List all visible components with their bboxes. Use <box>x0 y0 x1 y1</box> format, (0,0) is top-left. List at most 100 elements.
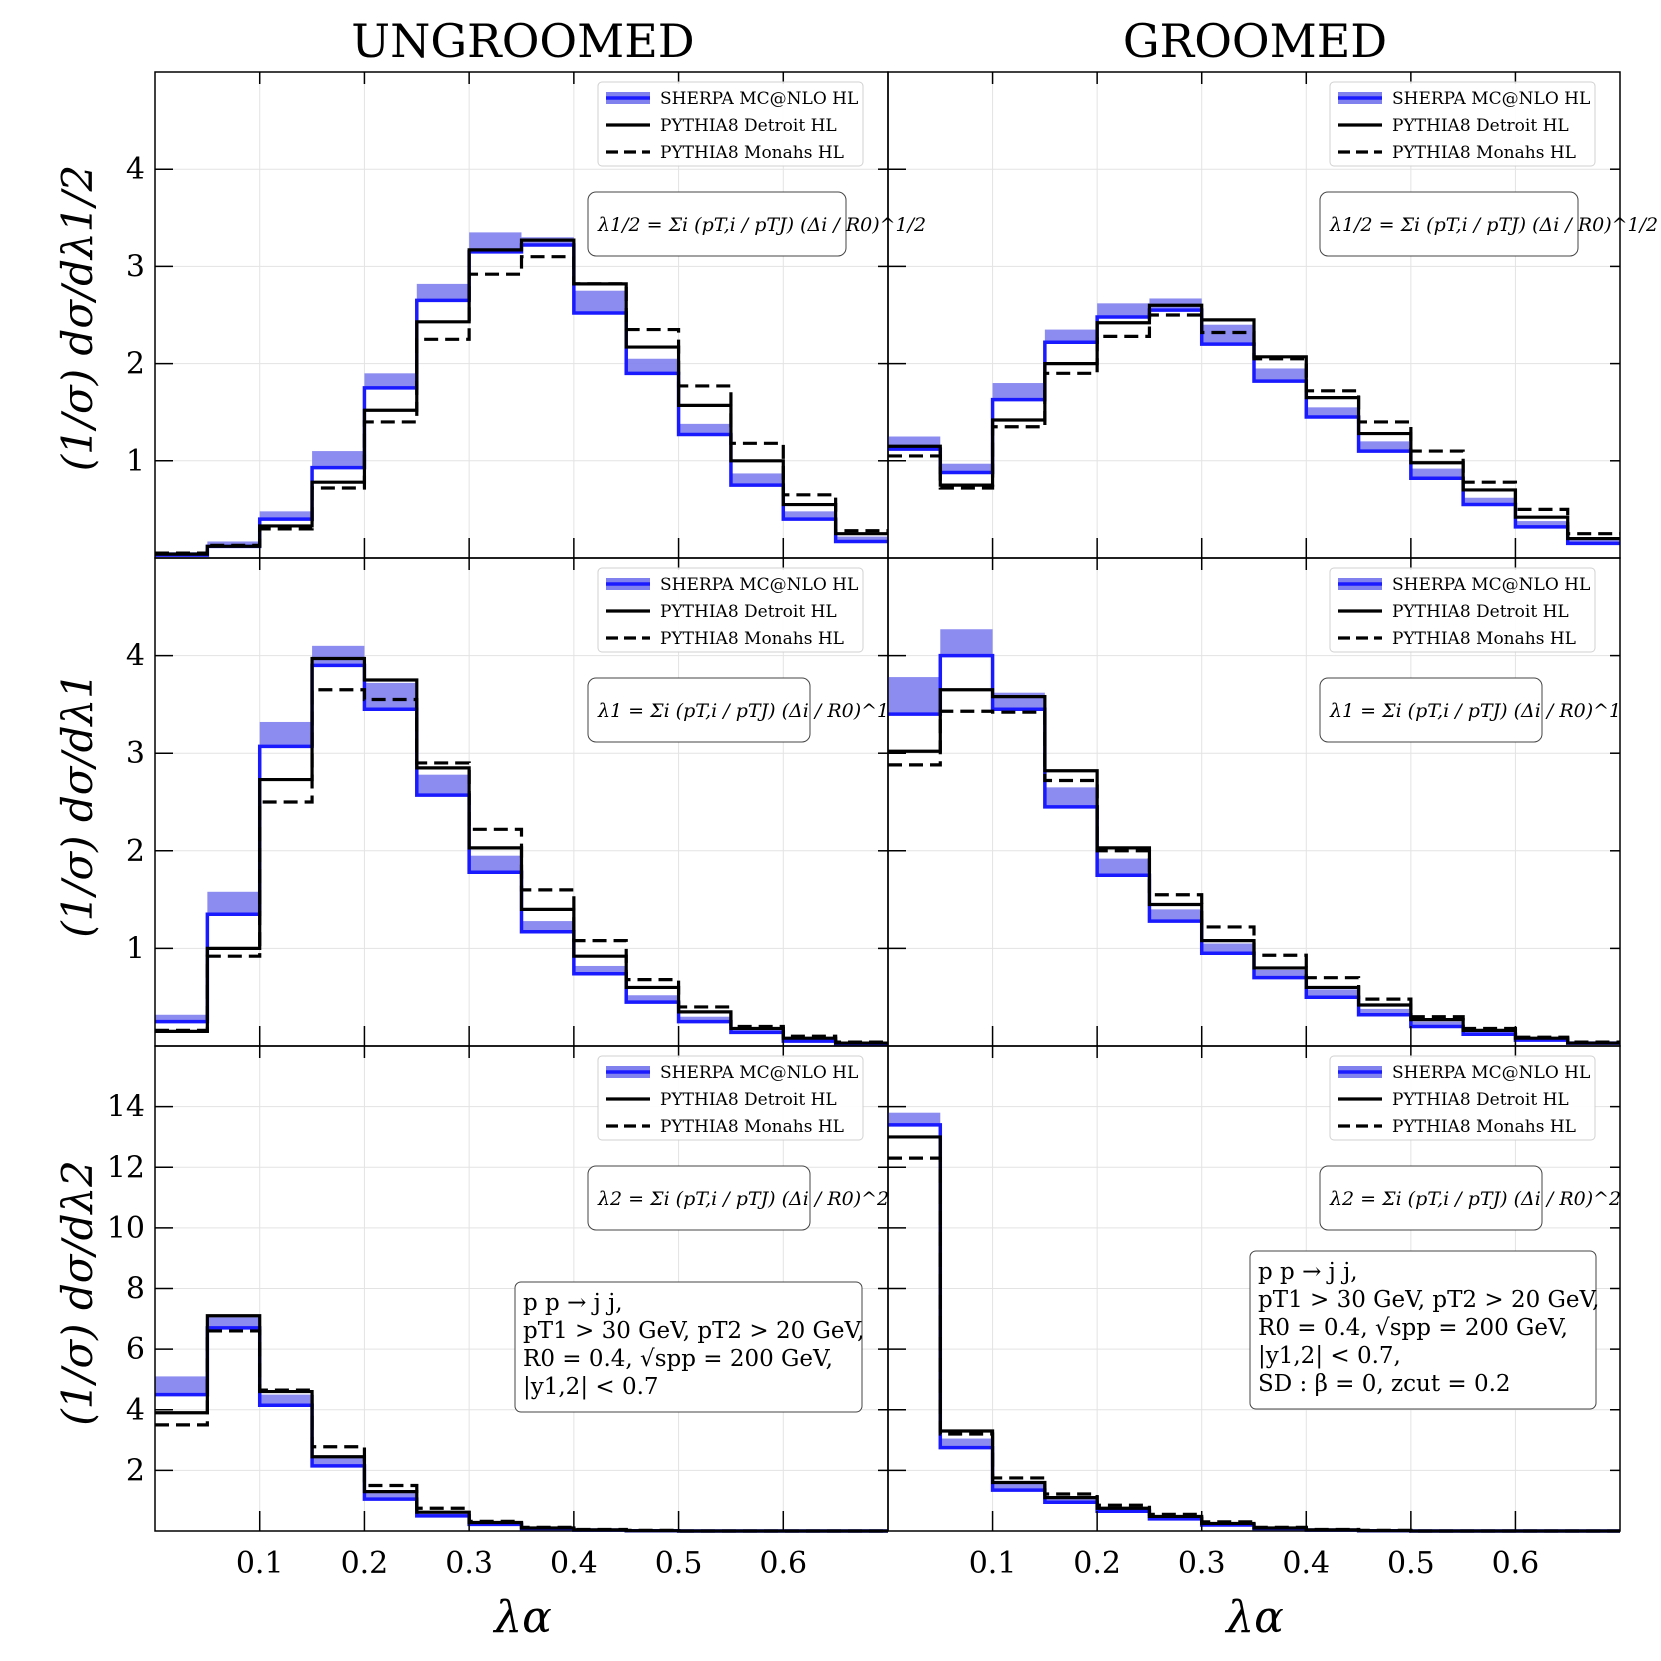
y-tick-label: 12 <box>107 1150 145 1185</box>
x-tick-label: 0.4 <box>1282 1546 1330 1581</box>
y-tick-label: 1 <box>126 931 145 966</box>
legend-entry: SHERPA MC@NLO HL <box>1392 89 1590 109</box>
sherpa-band-bin <box>259 511 313 520</box>
y-axis-label-row2: (1/σ) dσ/dλ1 <box>53 672 102 938</box>
formula-text: λ2 = Σi (pT,i / pTJ) (Δi / R0)^2 <box>1329 1188 1621 1210</box>
info-line: SD : β = 0, zcut = 0.2 <box>1258 1371 1511 1397</box>
y-tick-label: 4 <box>126 152 145 187</box>
x-tick-label: 0.6 <box>759 1546 807 1581</box>
sherpa-band-bin <box>1515 521 1568 527</box>
formula-box <box>1319 677 1543 743</box>
sherpa-band-bin <box>312 645 365 666</box>
sherpa-band-bin <box>1201 324 1254 345</box>
info-line: pT1 > 30 GeV, pT2 > 20 GeV, <box>523 1318 864 1344</box>
y-tick-label: 6 <box>126 1332 145 1367</box>
panel-groomed-l05: SHERPA MC@NLO HL PYTHIA8 Detroit HL PYTHIA… <box>887 71 1658 559</box>
sherpa-band-bin <box>1306 989 1359 998</box>
legend-box <box>597 81 864 167</box>
y-tick-label: 4 <box>126 639 145 674</box>
sherpa-band-bin <box>155 1014 208 1022</box>
x-tick-label: 0.1 <box>969 1546 1017 1581</box>
x-tick-label: 0.4 <box>550 1546 598 1581</box>
info-line: R0 = 0.4, √spp = 200 GeV, <box>1258 1315 1568 1341</box>
x-axis-label-left: λα <box>492 1592 552 1643</box>
legend-entry: PYTHIA8 Monahs HL <box>660 629 844 649</box>
sherpa-band-bin <box>730 1028 784 1033</box>
sherpa-band-bin <box>992 1484 1045 1491</box>
pythia-monahs-step-line <box>155 688 888 1044</box>
x-tick-label: 0.6 <box>1492 1546 1540 1581</box>
x-axis-label-right: λα <box>1224 1592 1284 1643</box>
sherpa-band-bin <box>364 1493 417 1500</box>
formula-text: λ2 = Σi (pT,i / pTJ) (Δi / R0)^2 <box>597 1188 889 1210</box>
legend-entry: SHERPA MC@NLO HL <box>1392 1063 1590 1083</box>
sherpa-band-bin <box>1254 969 1307 978</box>
y-axis-label-row1: (1/σ) dσ/dλ1/2 <box>53 165 102 471</box>
y-axis-label-row3: (1/σ) dσ/dλ2 <box>53 1160 102 1426</box>
formula-box <box>1319 1165 1543 1231</box>
sherpa-band-bin <box>678 423 731 435</box>
x-tick-label: 0.2 <box>341 1546 389 1581</box>
info-line: R0 = 0.4, √spp = 200 GeV, <box>523 1346 833 1372</box>
sherpa-band-bin <box>469 855 522 873</box>
sherpa-band-bin <box>835 536 888 542</box>
y-tick-label: 14 <box>107 1090 145 1125</box>
sherpa-band-bin <box>416 283 470 301</box>
legend-entry: PYTHIA8 Monahs HL <box>1392 629 1576 649</box>
column-title-groomed: GROOMED <box>1123 14 1387 68</box>
y-tick-label: 3 <box>126 736 145 771</box>
info-box <box>514 1281 863 1413</box>
legend-box <box>1329 81 1596 167</box>
sherpa-band-bin <box>573 290 627 314</box>
sherpa-band-bin <box>312 1458 365 1466</box>
info-line: |y1,2| < 0.7, <box>1258 1343 1401 1369</box>
sherpa-band-bin <box>730 473 784 486</box>
y-tick-label: 10 <box>107 1211 145 1246</box>
sherpa-band-bin <box>1463 497 1516 505</box>
legend-box <box>1329 567 1596 653</box>
sherpa-band-bin <box>573 965 627 974</box>
formula-box <box>587 1165 811 1231</box>
y-tick-label: 2 <box>126 834 145 869</box>
x-tick-label: 0.3 <box>1178 1546 1226 1581</box>
sherpa-band-bin <box>155 1376 208 1395</box>
x-tick-label: 0.3 <box>445 1546 493 1581</box>
legend-entry: PYTHIA8 Monahs HL <box>1392 1117 1576 1137</box>
info-line: p p → j j, <box>1258 1259 1358 1285</box>
legend-entry: PYTHIA8 Monahs HL <box>660 143 844 163</box>
sherpa-band-bin <box>888 1112 941 1125</box>
pythia-monahs-step-line <box>888 709 1620 1044</box>
sherpa-band-bin <box>207 891 260 915</box>
legend-entry: PYTHIA8 Detroit HL <box>1392 602 1569 622</box>
legend-entry: PYTHIA8 Detroit HL <box>1392 1090 1569 1110</box>
legend-entry: SHERPA MC@NLO HL <box>660 1063 858 1083</box>
legend-entry: PYTHIA8 Monahs HL <box>660 1117 844 1137</box>
sherpa-band-bin <box>1410 1021 1464 1027</box>
formula-box <box>587 191 847 257</box>
sherpa-band-bin <box>1044 1497 1098 1503</box>
y-tick-label: 2 <box>126 1453 145 1488</box>
sherpa-band-bin <box>312 451 365 468</box>
info-line: p p → j j, <box>523 1290 623 1316</box>
formula-box <box>1319 191 1579 257</box>
sherpa-band-bin <box>1306 407 1359 418</box>
formula-text: λ1/2 = Σi (pT,i / pTJ) (Δi / R0)^1/2 <box>1329 214 1658 236</box>
y-tick-label: 1 <box>126 444 145 479</box>
legend-box <box>597 567 864 653</box>
x-tick-label: 0.1 <box>236 1546 284 1581</box>
sherpa-band-bin <box>783 511 836 520</box>
sherpa-band-bin <box>626 995 679 1003</box>
sherpa-band-bin <box>940 1438 993 1448</box>
legend-entry: SHERPA MC@NLO HL <box>660 575 858 595</box>
panel-ungroomed-l05: 1 2 3 4 SHERPA MC@NLO HL PYTHIA8 Detroit HL PY… <box>126 71 926 559</box>
legend-entry: PYTHIA8 Detroit HL <box>660 116 837 136</box>
panel-ungroomed-l1: 1 2 3 4 SHERPA MC@NLO HL PYTHIA8 Detroit HL PY… <box>126 557 889 1047</box>
y-tick-label: 8 <box>126 1272 145 1307</box>
pythia-monahs-step-line <box>155 255 888 555</box>
x-tick-label: 0.5 <box>655 1546 703 1581</box>
pythia-monahs-step-line <box>888 313 1620 536</box>
sherpa-band-bin <box>521 921 574 932</box>
sherpa-band-bin <box>1358 441 1411 452</box>
